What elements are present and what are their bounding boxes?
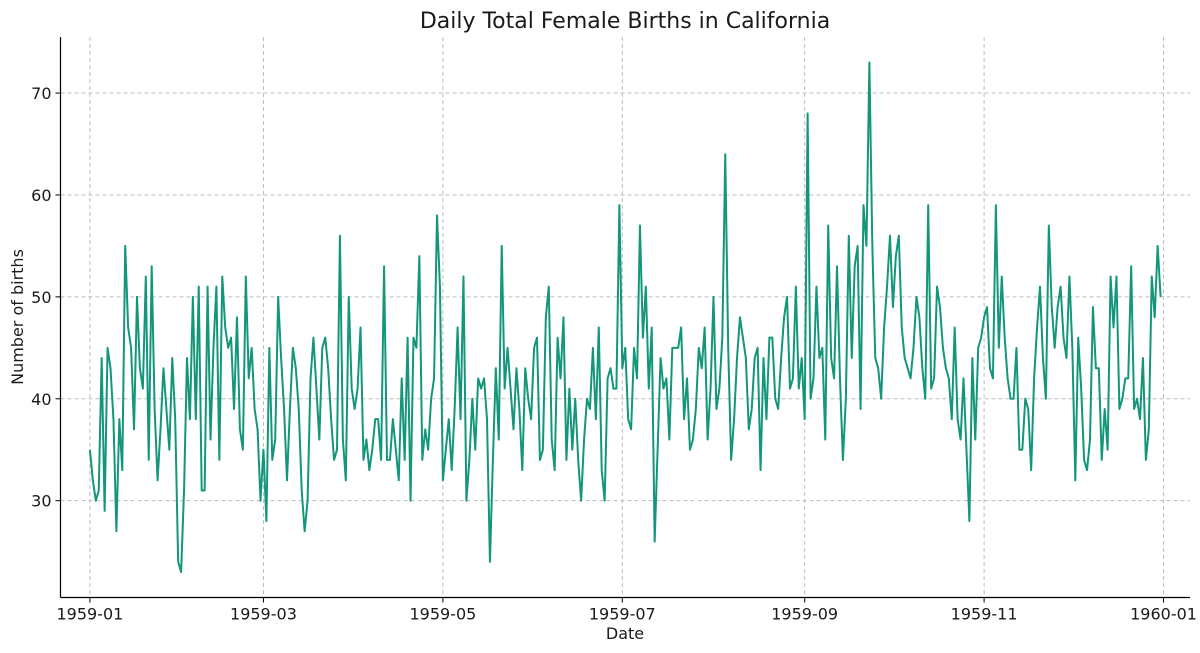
x-tick-label: 1959-01 [56,605,123,624]
x-tick-label: 1959-05 [409,605,476,624]
chart-title: Daily Total Female Births in California [420,9,830,34]
series-line-births [88,61,1162,574]
x-tick-label: 1959-07 [589,605,656,624]
y-tick-label: 40 [31,390,51,409]
y-axis-label: Number of births [8,249,27,385]
x-tick-label: 1959-11 [951,605,1018,624]
x-tick-label: 1960-01 [1130,605,1197,624]
grid [60,37,1190,598]
y-tick-label: 70 [31,84,51,103]
y-tick-label: 30 [31,492,51,511]
y-tick-label: 60 [31,186,51,205]
ticks: 1959-01 1959-03 1959-05 1959-07 1959-09 1959-… [31,84,1197,623]
y-tick-label: 50 [31,288,51,307]
x-axis-label: Date [606,624,644,643]
x-tick-label: 1959-03 [230,605,297,624]
x-tick-label: 1959-09 [771,605,838,624]
series-layer [88,61,1162,574]
